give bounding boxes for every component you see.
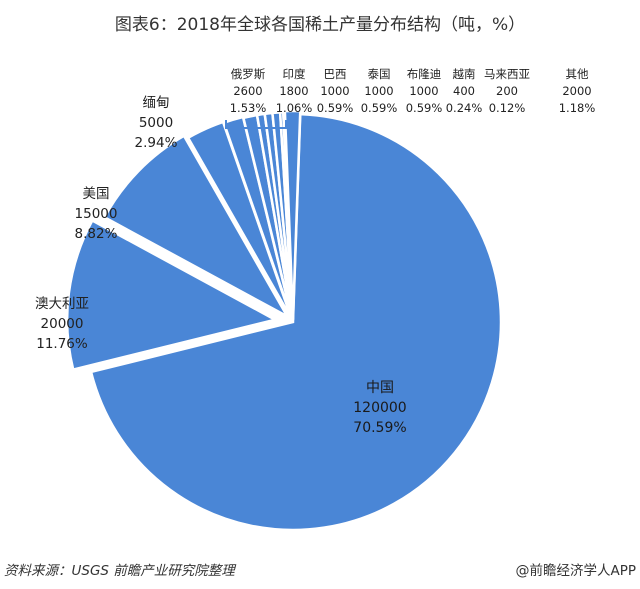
brand-name: 前瞻经济学人APP [529,563,636,579]
label-e7bc85e794b8-value: 5000 [139,115,173,131]
label-e7bc85e794b8-percent: 2.94% [135,135,178,151]
label-e8b68ae58d97-value: 400 [453,84,475,98]
label-e9a9ace69da5e8a5bfe4ba9a-value: 200 [496,84,518,98]
at-symbol: @ [515,563,530,579]
label-e8b68ae58d97-percent: 0.24% [446,101,483,115]
label-e58db0e5baa6-percent: 1.06% [276,101,313,115]
label-e6b3b0e59bbd-percent: 0.59% [361,101,398,115]
label-e4bf84e7bd97e696af-percent: 1.53% [230,101,267,115]
label-e6b3b0e59bbd-value: 1000 [364,84,393,98]
label-e5b883e99a86e8bfaa-name: 布隆迪 [407,67,442,81]
label-e8b68ae58d97-name: 越南 [453,67,476,81]
brand-footer: @前瞻经济学人APP [515,559,636,579]
label-e4b8ade59bbd-name: 中国 [366,380,394,396]
source-note: 资料来源：USGS 前瞻产业研究院整理 [4,563,235,579]
label-e58db0e5baa6-name: 印度 [283,67,306,81]
pie-slice-e6beb3e5a4a7e588a9e4ba9a [65,218,279,372]
label-e585b6e4bb96-value: 2000 [562,84,591,98]
label-e7be8ee59bbd-percent: 8.82% [75,226,118,242]
label-e5b7b4e8a5bf-value: 1000 [320,84,349,98]
pie-slice-e585b6e4bb96 [283,109,302,320]
label-e6b3b0e59bbd-name: 泰国 [368,67,391,81]
label-e9a9ace69da5e8a5bfe4ba9a-name: 马来西亚 [484,67,530,81]
label-e7bc85e794b8-name: 缅甸 [143,95,170,111]
small-slices-bracket [225,120,287,137]
pie-slice-e4b8ade59bbd [89,112,503,532]
pie-slice-e7be8ee59bbd [102,134,291,320]
label-e6beb3e5a4a7e588a9e4ba9a-name: 澳大利亚 [35,296,89,312]
label-e5b7b4e8a5bf-name: 巴西 [324,67,347,81]
label-e5b883e99a86e8bfaa-value: 1000 [409,84,438,98]
label-e6beb3e5a4a7e588a9e4ba9a-value: 20000 [41,316,84,332]
label-e585b6e4bb96-percent: 1.18% [559,101,596,115]
label-e4bf84e7bd97e696af-value: 2600 [233,84,262,98]
pie-slices [65,109,503,532]
label-e7be8ee59bbd-name: 美国 [83,186,110,202]
pie-labels: 中国 120000 70.59% 澳大利亚 20000 11.76% 美国 15000 8.82… [35,67,595,436]
chart-title: 图表6：2018年全球各国稀土产量分布结构（吨，%） [114,15,526,35]
label-e4b8ade59bbd-value: 120000 [353,400,406,416]
label-e9a9ace69da5e8a5bfe4ba9a-percent: 0.12% [489,101,526,115]
label-e5b883e99a86e8bfaa-percent: 0.59% [406,101,443,115]
label-e5b7b4e8a5bf-percent: 0.59% [317,101,354,115]
label-e585b6e4bb96-name: 其他 [566,67,589,81]
label-e6beb3e5a4a7e588a9e4ba9a-percent: 11.76% [36,336,88,352]
label-e58db0e5baa6-value: 1800 [279,84,308,98]
label-e4bf84e7bd97e696af-name: 俄罗斯 [231,67,266,81]
label-e7be8ee59bbd-value: 15000 [75,206,118,222]
label-e4b8ade59bbd-percent: 70.59% [353,420,406,436]
